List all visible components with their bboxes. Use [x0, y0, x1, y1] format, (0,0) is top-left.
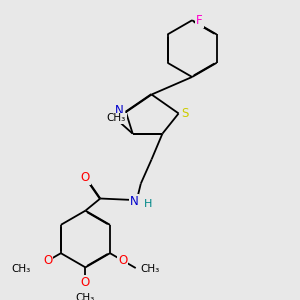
- Text: CH₃: CH₃: [76, 293, 95, 300]
- Text: O: O: [118, 254, 128, 267]
- Text: CH₃: CH₃: [140, 264, 159, 274]
- Text: N: N: [130, 195, 138, 208]
- Text: S: S: [181, 107, 188, 120]
- Text: CH₃: CH₃: [12, 264, 31, 274]
- Text: O: O: [81, 171, 90, 184]
- Text: N: N: [115, 104, 124, 117]
- Text: O: O: [81, 276, 90, 289]
- Text: H: H: [144, 200, 153, 209]
- Text: F: F: [196, 14, 203, 27]
- Text: O: O: [44, 254, 52, 267]
- Text: CH₃: CH₃: [107, 113, 126, 123]
